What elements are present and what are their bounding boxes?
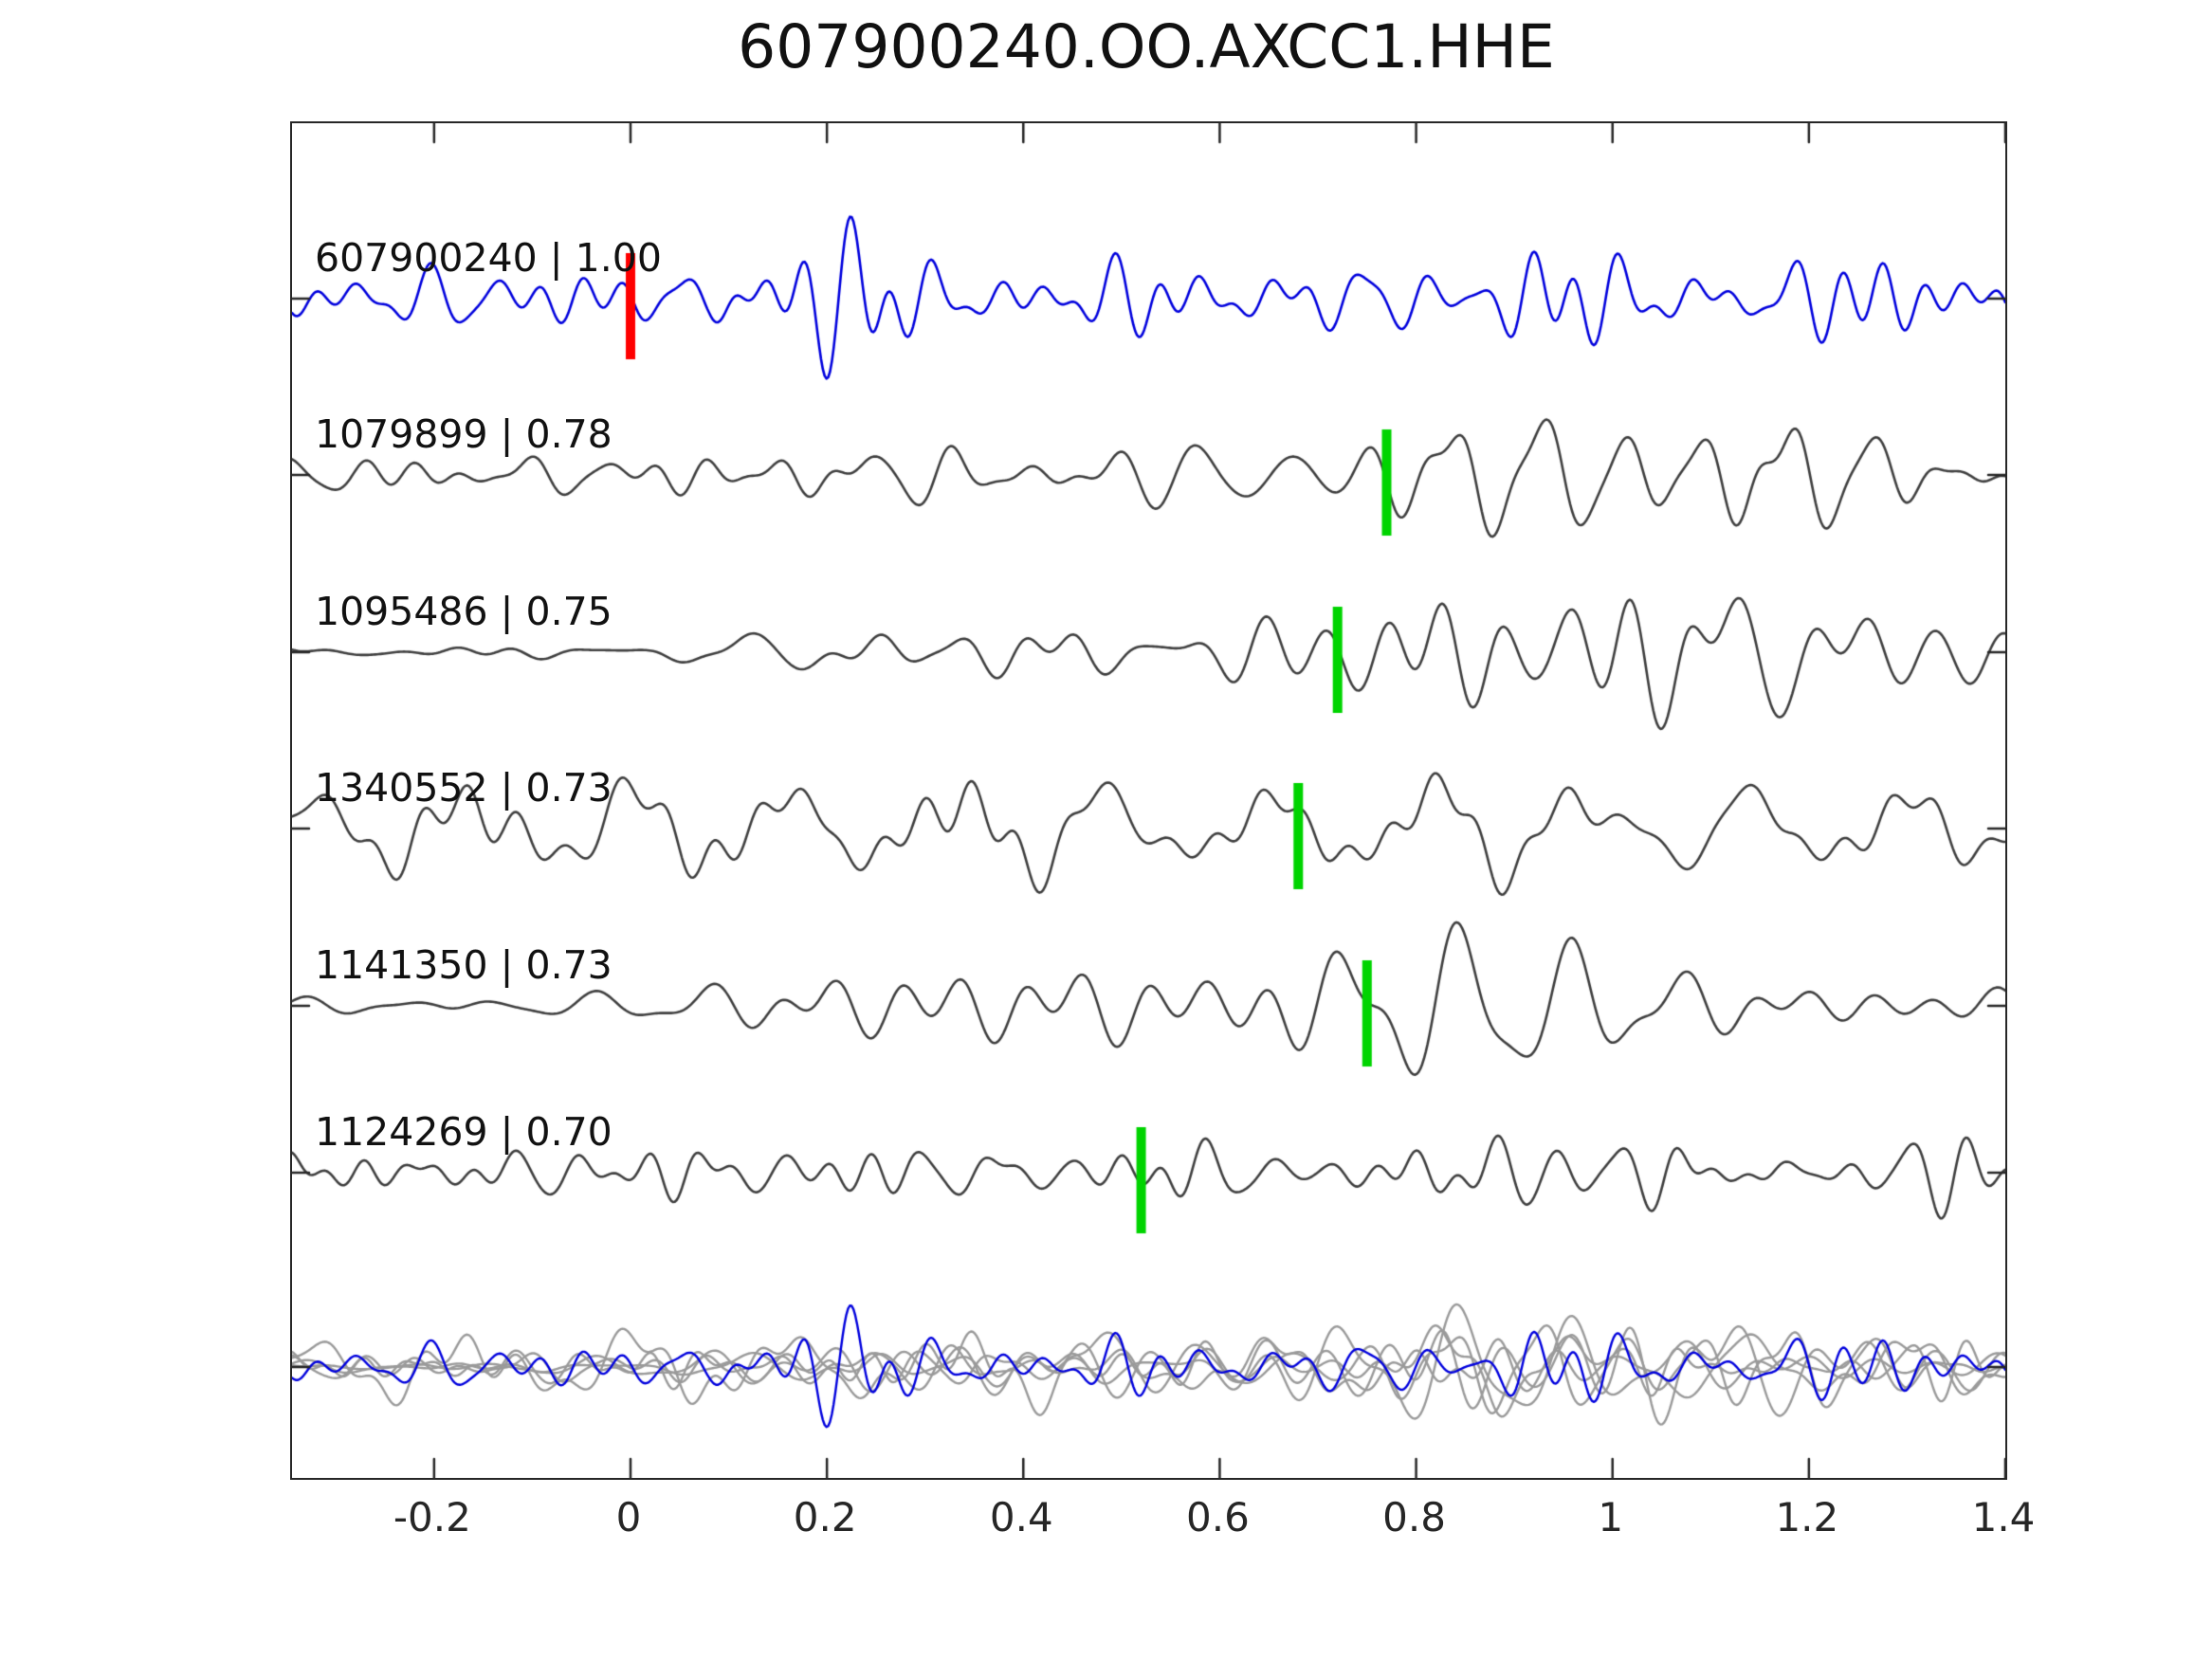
x-tick-label: -0.2 <box>393 1494 471 1540</box>
trace-label-detection-5: 1124269 | 0.70 <box>315 1109 612 1155</box>
x-tick-label: 0.8 <box>1382 1494 1446 1540</box>
figure-title: 607900240.OO.AXCC1.HHE <box>738 12 1555 82</box>
plot-area: 607900240 | 1.00 1079899 | 0.78 1095486 … <box>290 121 2007 1480</box>
waveform-canvas <box>292 123 2005 1478</box>
x-tick-label: 0.2 <box>793 1494 857 1540</box>
x-tick-label: 1.4 <box>1971 1494 2036 1540</box>
trace-label-detection-2: 1095486 | 0.75 <box>315 589 612 634</box>
trace-label-detection-4: 1141350 | 0.73 <box>315 942 612 988</box>
x-tick-label: 0.6 <box>1186 1494 1250 1540</box>
x-tick-label: 1 <box>1598 1494 1624 1540</box>
x-tick-label: 1.2 <box>1775 1494 1839 1540</box>
trace-label-detection-1: 1079899 | 0.78 <box>315 411 612 457</box>
x-tick-label: 0.4 <box>989 1494 1053 1540</box>
trace-label-detection-3: 1340552 | 0.73 <box>315 765 612 811</box>
trace-label-template: 607900240 | 1.00 <box>315 235 662 281</box>
x-tick-label: 0 <box>615 1494 642 1540</box>
